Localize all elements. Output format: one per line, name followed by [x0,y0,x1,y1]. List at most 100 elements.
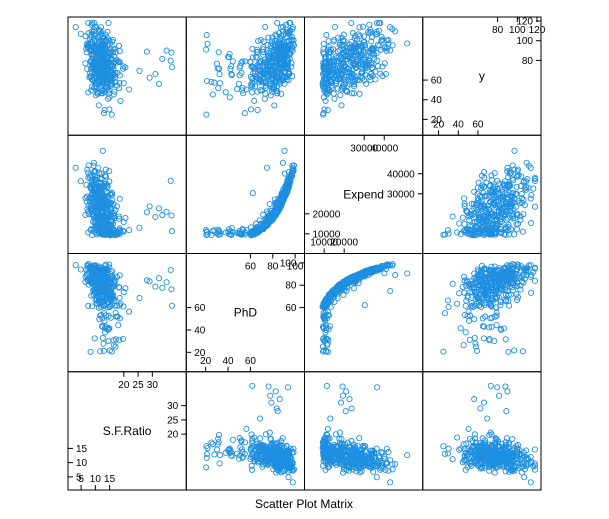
data-point [506,205,514,212]
data-point [112,336,119,343]
data-point [100,214,107,221]
data-point [460,342,467,349]
data-point [116,195,123,202]
data-point [94,34,102,41]
data-point [379,263,386,270]
data-point [247,453,254,460]
data-point [256,444,263,452]
data-point [228,63,235,70]
diag-tick-label-right: 120 [516,17,533,28]
data-point [103,217,110,224]
data-point [496,214,503,221]
data-point [229,58,236,65]
data-point [462,302,469,309]
data-point [119,335,127,343]
data-point [321,79,328,86]
data-point [94,56,101,63]
data-point [502,291,509,298]
data-point [117,97,124,104]
data-point [288,459,295,466]
diag-tick-label-top: 40000 [370,143,398,154]
data-point [113,203,120,210]
data-point [506,456,514,463]
data-point [159,212,166,219]
data-point [87,348,94,355]
data-point [336,460,343,467]
data-point [349,30,356,37]
data-point [116,230,123,237]
diag-tick-label-bottom: 5 [78,474,84,485]
data-point [86,194,93,201]
data-point [250,64,257,71]
data-point [513,296,521,303]
data-point [91,272,98,279]
data-point [464,278,471,286]
data-point [163,47,170,54]
data-point [504,168,511,175]
data-point [163,279,170,286]
data-point [383,47,390,54]
data-point [266,200,273,208]
data-point [359,23,367,30]
data-point [513,226,521,233]
data-point [110,275,117,282]
data-point [474,266,481,273]
diag-tick-label-left: 60 [194,303,206,314]
data-point [261,95,268,102]
diag-tick-label-top: 100 [287,262,304,273]
data-point [321,447,328,454]
data-point [97,348,104,355]
data-point [255,37,262,45]
data-point [254,106,261,114]
data-point [476,460,483,467]
data-point [222,229,229,236]
data-point [496,282,503,289]
data-point [464,227,471,234]
data-point [531,264,539,271]
data-point [256,217,263,224]
data-point [348,90,355,97]
data-point [322,466,329,473]
data-point [527,195,534,202]
data-point [513,268,520,275]
data-point [511,147,518,154]
data-point [511,467,518,474]
data-point [91,75,98,82]
data-point [262,431,269,438]
data-point [274,70,281,77]
diag-tick-label-right: 30 [167,401,179,412]
data-point [491,337,498,345]
data-point [120,80,127,87]
data-point [104,210,111,217]
data-point [208,232,215,239]
data-point [379,36,386,43]
data-point [374,63,382,70]
data-point [375,454,382,461]
data-point [356,90,363,97]
data-point [332,456,339,463]
data-point [167,177,174,184]
data-point [338,34,345,41]
data-point [493,322,500,329]
data-point [502,282,509,289]
data-point [519,348,526,355]
data-point [287,177,294,185]
data-point [109,36,117,44]
data-point [493,192,500,199]
data-point [274,408,281,415]
data-point [461,273,468,280]
data-point [351,90,358,97]
data-point [528,191,535,199]
data-point [464,446,471,453]
data-point [92,172,99,179]
data-point [110,213,117,220]
data-point [276,452,283,459]
data-point [480,228,487,236]
data-point [72,164,79,171]
data-point [203,32,210,39]
data-point [227,65,234,73]
data-point [249,382,256,389]
data-point [440,443,447,450]
data-point [456,290,463,297]
